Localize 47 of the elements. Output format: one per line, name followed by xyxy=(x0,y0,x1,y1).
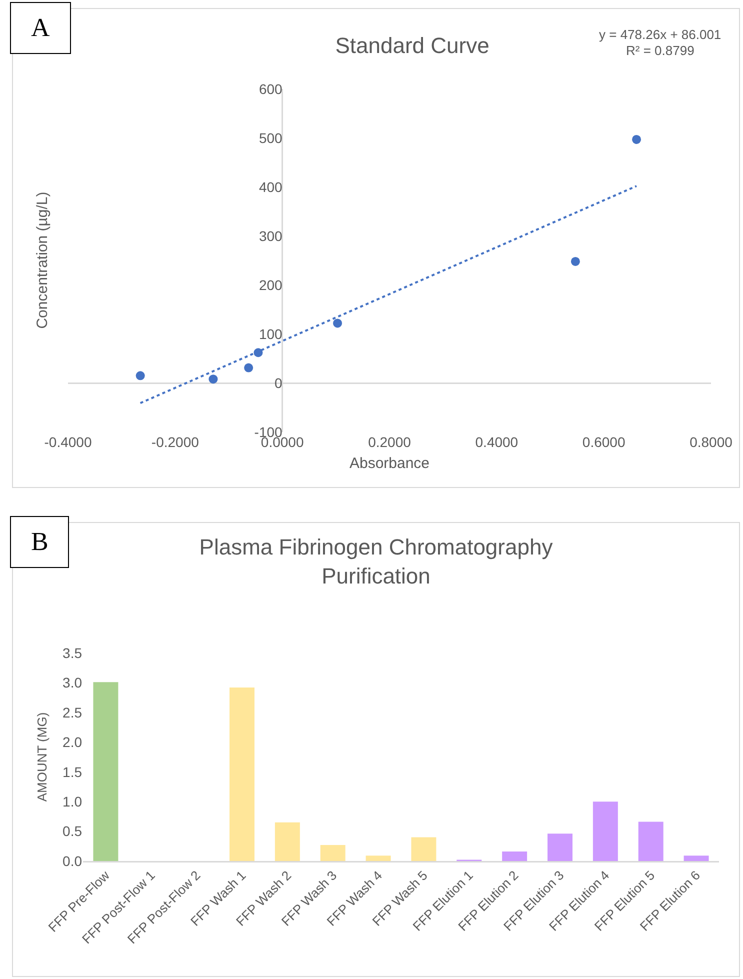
bar xyxy=(230,687,254,861)
y-tick-label: 0.0 xyxy=(62,852,82,869)
x-tick-label: -0.4000 xyxy=(44,434,92,450)
y-tick-label: 2.5 xyxy=(62,704,82,720)
y-tick-label: 400 xyxy=(258,178,283,195)
point xyxy=(333,318,342,328)
y-axis-title: AMOUNT (MG) xyxy=(34,712,50,802)
point xyxy=(632,134,642,144)
y-tick-label: 3.5 xyxy=(62,644,82,661)
x-tick-label: 0.8000 xyxy=(690,434,733,450)
text: y = 478.26x + 86.001 xyxy=(599,27,722,42)
bar xyxy=(274,822,300,861)
text: B xyxy=(10,516,70,568)
point xyxy=(136,371,145,380)
chart-title: Standard Curve xyxy=(335,33,490,58)
point xyxy=(208,374,218,384)
y-tick-label: 2.0 xyxy=(62,734,82,750)
x-tick-label: -0.2000 xyxy=(151,434,200,450)
bar xyxy=(320,844,346,861)
bar xyxy=(548,834,572,861)
y-tick-label: 1.0 xyxy=(62,793,82,810)
y-tick-label: 100 xyxy=(258,326,283,342)
x-axis-title: Absorbance xyxy=(349,455,430,472)
bar xyxy=(502,851,528,861)
y-tick-label: 3.0 xyxy=(62,674,82,691)
text: A xyxy=(10,2,71,54)
bar xyxy=(684,856,709,861)
x-tick-label: 0.4000 xyxy=(475,434,518,450)
bar xyxy=(411,837,436,861)
bar xyxy=(592,802,618,861)
y-axis-title: Concentration (µg/L) xyxy=(34,192,51,329)
bar xyxy=(366,856,391,861)
x-tick-label: 0.6000 xyxy=(582,434,626,450)
chart-title: Plasma Fibrinogen Chromatography Purification xyxy=(199,534,553,588)
bar xyxy=(638,822,664,861)
text: R² = 0.8799 xyxy=(626,43,694,58)
y-tick-label: 1.5 xyxy=(62,764,82,780)
y-tick-label: 600 xyxy=(258,80,283,97)
x-tick-label: 0.2000 xyxy=(368,434,412,450)
y-tick-label: 0 xyxy=(274,374,283,391)
y-tick-label: 500 xyxy=(258,130,283,146)
y-tick-label: 0.5 xyxy=(62,823,82,840)
bar xyxy=(93,682,118,861)
point xyxy=(570,256,580,266)
y-tick-label: 300 xyxy=(258,228,283,244)
point xyxy=(244,363,254,372)
y-tick-label: 200 xyxy=(258,276,283,293)
